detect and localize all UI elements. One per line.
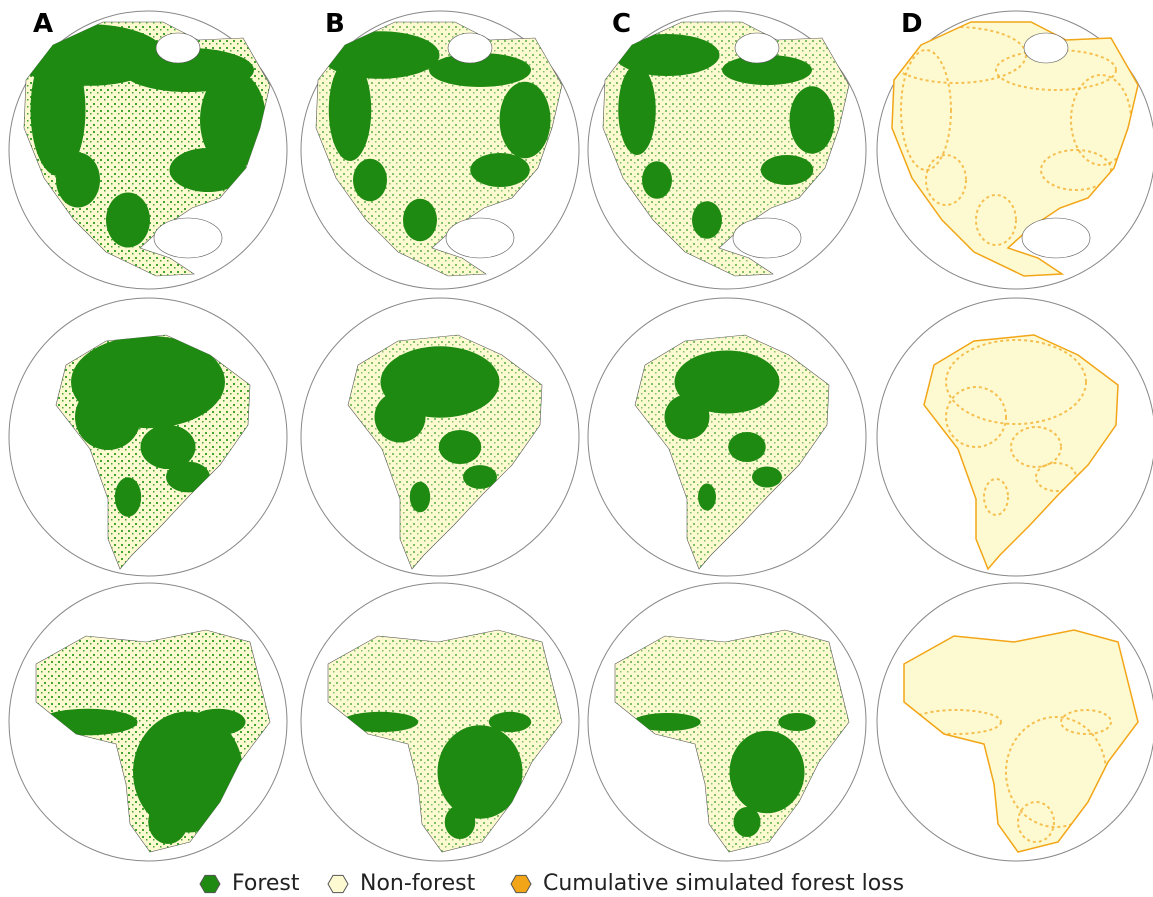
forest-patch: [761, 155, 814, 185]
forest-patch: [500, 82, 551, 159]
forest-patch: [191, 709, 246, 735]
water: [446, 218, 514, 258]
forest-patch: [445, 805, 476, 839]
forest-patch: [692, 201, 722, 239]
globe: [301, 11, 579, 289]
panel-label: B: [325, 9, 345, 39]
water: [448, 33, 492, 63]
forest-patch: [778, 713, 816, 731]
forest-patch: [353, 159, 387, 202]
globe: [588, 11, 866, 289]
forest-patch: [410, 482, 430, 513]
figure: A B C D Forest Non-forest Cumulative simulate…: [0, 0, 1153, 897]
globe: [877, 583, 1153, 861]
forest-patch: [734, 807, 761, 837]
forest-patch: [56, 153, 100, 208]
globe: [588, 583, 866, 861]
forest-patch: [375, 392, 426, 443]
globe: [9, 298, 287, 576]
water: [733, 218, 801, 258]
forest-patch: [728, 432, 766, 462]
legend-swatch: [511, 875, 531, 892]
forest-patch: [698, 484, 716, 511]
forest-patch: [489, 712, 532, 732]
forest-patch: [439, 430, 482, 464]
water: [154, 218, 222, 258]
globe: [301, 298, 579, 576]
panel-label: D: [901, 9, 923, 39]
legend-swatch: [200, 875, 220, 892]
forest-patch: [618, 65, 656, 155]
globe: [877, 298, 1153, 576]
globe: [9, 583, 287, 861]
globe: [588, 298, 866, 576]
map-grid: A B C D: [9, 9, 1153, 861]
globe: [301, 583, 579, 861]
panel-label: A: [33, 9, 53, 39]
forest-patch: [752, 467, 782, 488]
forest-patch: [438, 725, 523, 819]
forest-patch: [106, 193, 150, 248]
panel-label: C: [612, 9, 631, 39]
legend-label: Cumulative simulated forest loss: [543, 871, 904, 896]
forest-patch: [115, 477, 141, 517]
water: [156, 33, 200, 63]
legend: Forest Non-forest Cumulative simulated for…: [200, 871, 904, 896]
forest-patch: [642, 161, 672, 199]
forest-patch: [790, 86, 835, 154]
globe: [9, 11, 287, 289]
forest-patch: [665, 395, 710, 440]
forest-patch: [730, 731, 805, 814]
forest-patch: [403, 199, 437, 242]
forest-patch: [329, 59, 372, 161]
globe: [877, 11, 1153, 289]
legend-label: Forest: [232, 871, 300, 896]
water: [1022, 218, 1090, 258]
water: [735, 33, 779, 63]
legend-label: Non-forest: [360, 871, 476, 896]
water: [1024, 33, 1068, 63]
forest-patch: [75, 384, 141, 450]
legend-swatch: [328, 875, 348, 892]
forest-patch: [148, 800, 188, 844]
forest-patch: [470, 153, 530, 187]
